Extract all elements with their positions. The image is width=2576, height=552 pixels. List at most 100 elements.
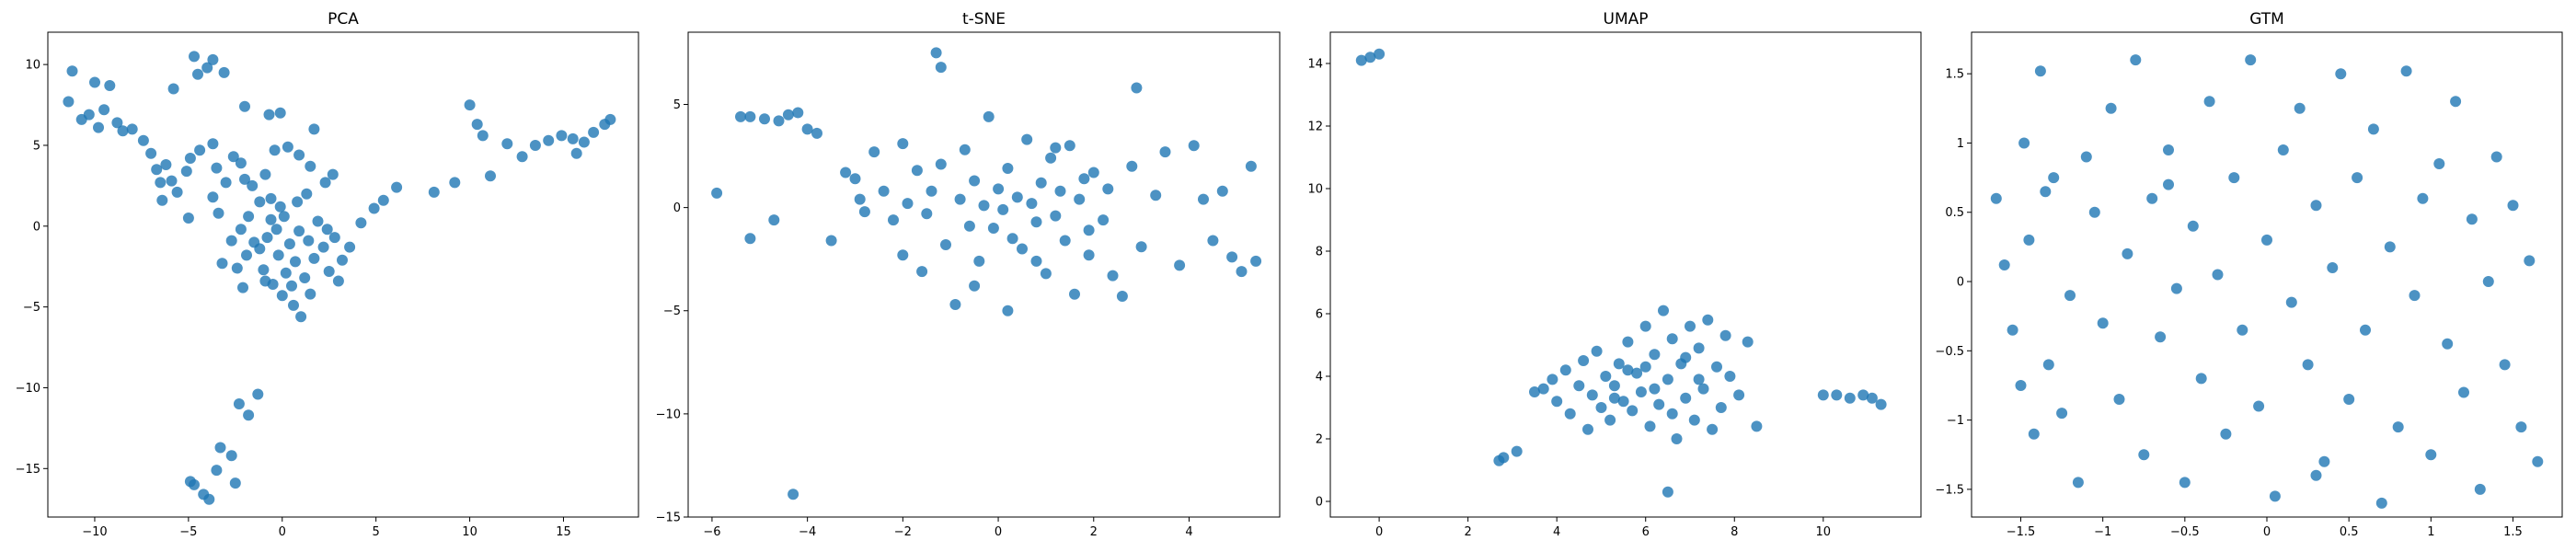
plot-frame xyxy=(1329,31,1922,518)
data-point xyxy=(1355,54,1367,66)
data-point xyxy=(969,175,981,187)
y-tick-label: 0.5 xyxy=(1945,206,1964,220)
data-point xyxy=(166,175,178,187)
data-point xyxy=(744,233,756,245)
data-point xyxy=(1116,291,1128,302)
x-tick-label: 10 xyxy=(462,525,477,539)
data-point xyxy=(328,232,340,244)
data-point xyxy=(211,162,223,174)
data-point xyxy=(214,442,226,454)
data-point xyxy=(2482,276,2494,287)
data-point xyxy=(259,275,271,287)
data-point xyxy=(1817,389,1829,401)
data-point xyxy=(171,186,183,198)
data-point xyxy=(305,288,316,300)
data-point xyxy=(2433,158,2445,169)
data-point xyxy=(2018,137,2030,149)
data-point xyxy=(1216,185,1228,197)
data-point xyxy=(1207,235,1219,247)
data-point xyxy=(184,476,196,488)
data-point xyxy=(1604,414,1616,426)
data-point xyxy=(792,107,804,119)
x-tick-label: 1.5 xyxy=(2503,525,2523,539)
data-point xyxy=(485,170,496,182)
y-tick-label: 0 xyxy=(1957,276,1964,290)
data-point xyxy=(282,141,293,153)
data-point xyxy=(283,238,295,250)
data-point xyxy=(93,121,104,133)
data-point xyxy=(2302,359,2314,371)
data-point xyxy=(1011,191,1023,203)
data-point xyxy=(768,214,780,226)
y-tick-label: 1.5 xyxy=(1945,68,1964,82)
data-point xyxy=(782,109,794,121)
data-point xyxy=(1059,235,1071,247)
data-point xyxy=(305,160,316,172)
x-tick-label: 15 xyxy=(556,525,571,539)
data-point xyxy=(1751,420,1763,432)
data-point xyxy=(151,164,163,176)
data-point xyxy=(1030,216,1042,228)
data-point xyxy=(254,196,266,208)
data-point xyxy=(286,280,297,292)
data-point xyxy=(2080,151,2092,163)
data-point xyxy=(1078,173,1090,185)
data-point xyxy=(2130,54,2142,66)
data-point xyxy=(1866,392,1878,404)
x-tick-label: 1 xyxy=(2427,525,2434,539)
data-point xyxy=(911,165,923,177)
data-point xyxy=(1069,288,1080,300)
data-point xyxy=(1631,367,1643,379)
y-tick-label: 10 xyxy=(1307,183,1323,197)
data-point xyxy=(227,151,239,163)
data-point xyxy=(543,134,555,146)
data-point xyxy=(2294,102,2306,114)
data-point xyxy=(1564,408,1576,420)
data-point xyxy=(2524,255,2536,267)
data-point xyxy=(930,47,942,59)
x-tick-label: 10 xyxy=(1816,525,1832,539)
data-point xyxy=(935,62,947,74)
data-point xyxy=(1707,423,1719,435)
data-point xyxy=(1364,52,1376,63)
data-point xyxy=(2040,186,2052,198)
data-point xyxy=(529,140,541,151)
data-point xyxy=(98,104,110,116)
data-point xyxy=(2072,477,2084,489)
data-point xyxy=(1030,255,1042,267)
chart-title: UMAP xyxy=(1604,10,1649,29)
data-point xyxy=(1742,336,1754,348)
data-point xyxy=(1226,251,1238,263)
data-point xyxy=(1547,374,1558,385)
data-point xyxy=(2417,192,2429,204)
chart-title: t-SNE xyxy=(962,10,1006,29)
data-point xyxy=(1666,408,1678,420)
data-point xyxy=(301,188,313,200)
data-point xyxy=(290,256,301,268)
data-point xyxy=(2466,213,2478,225)
data-point xyxy=(1831,389,1843,401)
data-point xyxy=(2007,324,2018,336)
data-point xyxy=(921,208,933,220)
data-point xyxy=(2195,373,2207,385)
data-point xyxy=(1653,398,1665,410)
data-point xyxy=(220,177,232,189)
data-point xyxy=(997,203,1009,215)
y-tick-label: −0.5 xyxy=(1935,345,1964,359)
data-point xyxy=(344,241,356,253)
data-point xyxy=(2245,54,2257,66)
data-point xyxy=(2327,262,2339,273)
data-point xyxy=(1639,361,1651,373)
data-point xyxy=(1107,270,1119,282)
data-point xyxy=(276,290,288,302)
data-point xyxy=(1715,402,1727,413)
data-point xyxy=(735,110,746,122)
y-tick-label: 4 xyxy=(1316,371,1323,385)
data-point xyxy=(1074,193,1086,205)
data-point xyxy=(201,62,213,74)
data-point xyxy=(265,192,277,204)
data-point xyxy=(1613,358,1625,370)
data-point xyxy=(1083,249,1095,261)
data-point xyxy=(377,194,389,206)
data-point xyxy=(926,185,937,197)
